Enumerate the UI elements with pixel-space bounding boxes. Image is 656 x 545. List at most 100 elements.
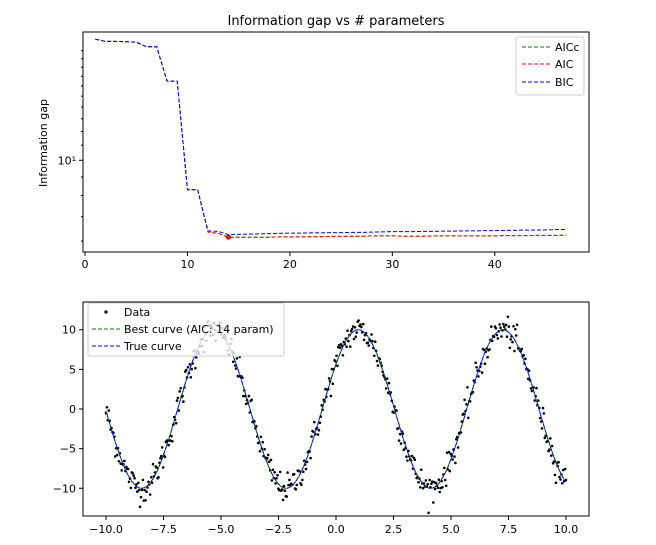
fit-legend: Data Best curve (AIC: 14 param) True cur… bbox=[87, 302, 285, 357]
info-gap-series bbox=[95, 38, 567, 238]
data-point bbox=[301, 478, 304, 482]
data-point bbox=[515, 323, 519, 327]
data-point bbox=[302, 459, 306, 463]
info-gap-x-ticks: 0 10 20 30 40 bbox=[82, 252, 502, 271]
data-point bbox=[137, 488, 141, 492]
data-point bbox=[500, 335, 503, 338]
data-point bbox=[148, 493, 152, 496]
data-point bbox=[483, 362, 487, 366]
data-point bbox=[496, 337, 500, 340]
data-point bbox=[327, 377, 331, 380]
data-point bbox=[533, 399, 536, 402]
data-point bbox=[270, 479, 274, 482]
data-point bbox=[395, 409, 398, 412]
data-point bbox=[160, 446, 164, 449]
data-point bbox=[320, 404, 324, 407]
data-point bbox=[133, 476, 136, 480]
x-tick-label: −2.5 bbox=[265, 523, 292, 536]
data-point bbox=[275, 477, 278, 480]
data-point bbox=[149, 476, 153, 479]
data-point bbox=[511, 340, 514, 344]
data-point bbox=[434, 481, 438, 485]
data-point bbox=[561, 468, 565, 472]
data-point bbox=[113, 455, 117, 458]
info-gap-plot-frame bbox=[82, 31, 590, 253]
data-point bbox=[561, 481, 564, 485]
data-point bbox=[385, 377, 389, 380]
data-point bbox=[456, 446, 460, 449]
data-point bbox=[163, 455, 167, 459]
data-point bbox=[355, 331, 359, 334]
data-point bbox=[512, 325, 515, 328]
data-point bbox=[557, 460, 560, 464]
data-point bbox=[371, 339, 374, 343]
x-tick-label: 10.0 bbox=[554, 523, 579, 536]
data-point bbox=[177, 409, 181, 412]
x-tick-label: 20 bbox=[283, 258, 297, 271]
info-gap-y-axis-label: Information gap bbox=[37, 99, 50, 187]
data-point bbox=[376, 364, 380, 367]
data-point bbox=[474, 361, 478, 365]
data-point bbox=[346, 329, 349, 333]
data-point bbox=[520, 347, 524, 351]
legend-aicc-label: AICc bbox=[555, 41, 580, 54]
x-tick-label: −7.5 bbox=[150, 523, 177, 536]
data-point bbox=[543, 436, 547, 440]
data-point bbox=[317, 428, 321, 432]
y-tick-label: 10 bbox=[62, 324, 76, 337]
best-point-marker-aic bbox=[225, 234, 231, 240]
data-point bbox=[127, 480, 131, 484]
data-point bbox=[508, 346, 512, 350]
data-point bbox=[535, 386, 538, 390]
data-point bbox=[231, 360, 235, 364]
data-point bbox=[367, 344, 371, 347]
data-point bbox=[147, 480, 150, 484]
y-tick-label: 10¹ bbox=[58, 154, 76, 167]
data-point bbox=[480, 371, 484, 374]
data-point bbox=[513, 349, 516, 353]
data-point bbox=[514, 334, 518, 337]
data-point bbox=[413, 458, 417, 462]
series-line-aic bbox=[95, 38, 567, 238]
data-point bbox=[294, 488, 298, 491]
data-point bbox=[502, 325, 506, 329]
data-point bbox=[370, 333, 373, 336]
data-point bbox=[361, 322, 365, 326]
data-point bbox=[426, 482, 430, 486]
legend-true-curve-label: True curve bbox=[123, 340, 182, 353]
data-point bbox=[509, 338, 512, 341]
data-point bbox=[432, 501, 435, 504]
data-point bbox=[178, 390, 181, 393]
data-point bbox=[559, 478, 562, 481]
data-point bbox=[352, 337, 356, 341]
data-point bbox=[134, 486, 137, 490]
data-point bbox=[549, 437, 552, 440]
x-tick-label: −5.0 bbox=[208, 523, 235, 536]
data-point bbox=[540, 427, 544, 430]
data-point bbox=[159, 457, 162, 460]
data-point bbox=[360, 325, 363, 329]
data-point bbox=[195, 356, 198, 359]
data-point bbox=[505, 335, 509, 339]
data-point bbox=[188, 363, 192, 366]
data-point bbox=[331, 382, 335, 386]
data-point bbox=[117, 460, 121, 463]
data-point bbox=[241, 376, 244, 380]
data-point bbox=[420, 468, 423, 472]
data-point bbox=[145, 490, 148, 494]
data-point bbox=[286, 471, 289, 474]
data-point bbox=[524, 357, 527, 361]
data-point bbox=[171, 440, 174, 443]
data-point bbox=[530, 389, 534, 393]
legend-aic-label: AIC bbox=[555, 58, 574, 71]
data-point bbox=[234, 367, 238, 370]
data-point bbox=[287, 483, 290, 487]
data-point bbox=[258, 450, 262, 453]
data-point bbox=[488, 348, 491, 351]
data-point bbox=[537, 399, 540, 402]
data-point bbox=[405, 455, 408, 459]
data-point bbox=[375, 359, 379, 363]
data-point bbox=[115, 453, 119, 457]
data-point bbox=[373, 354, 376, 358]
